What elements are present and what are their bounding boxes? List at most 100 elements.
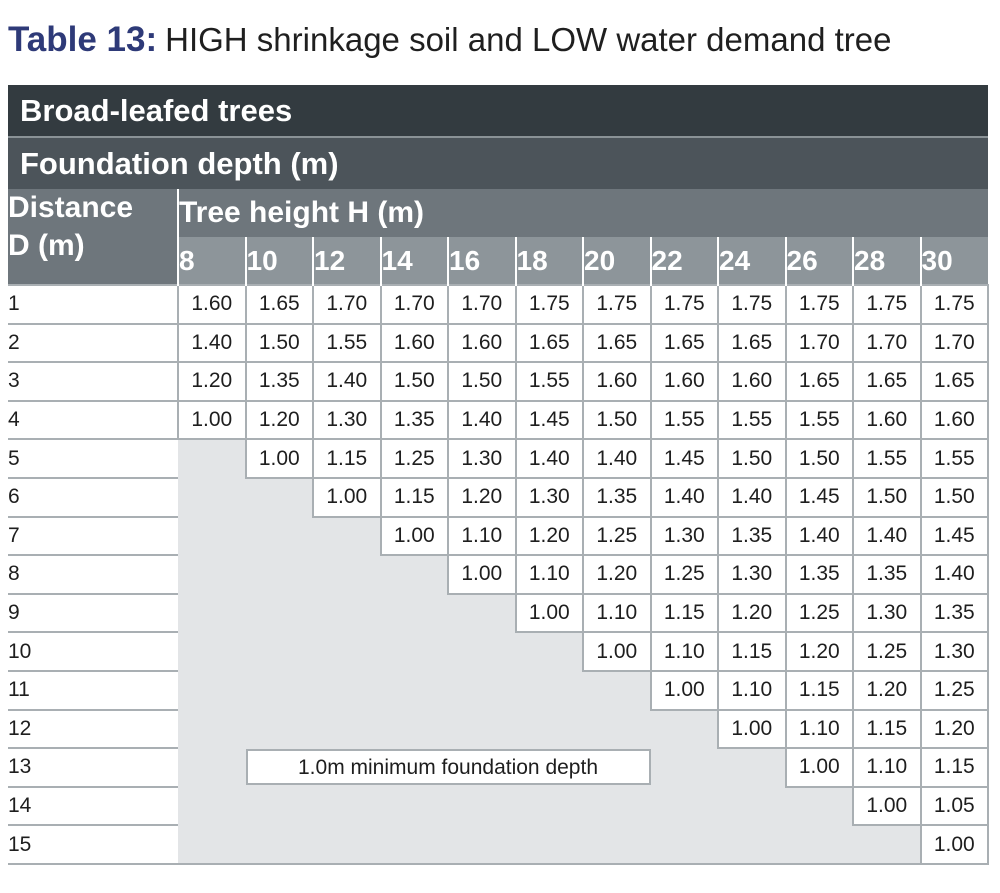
empty-cell <box>178 516 246 556</box>
table-row: 3 1.20 1.35 1.40 1.50 1.50 1.55 1.60 1.60 1.60 1.6… <box>8 361 990 402</box>
empty-cell <box>448 786 516 826</box>
depth-value-cell: 1.75 <box>514 284 584 325</box>
empty-cell <box>178 670 246 710</box>
distance-cell: 8 <box>8 554 178 594</box>
empty-cell <box>313 709 381 749</box>
depth-value-cell: 1.20 <box>582 554 652 595</box>
depth-value-cell: 1.55 <box>717 399 787 441</box>
empty-cell <box>178 709 246 749</box>
depth-value-cell: 1.35 <box>379 399 449 441</box>
distance-cell: 3 <box>8 361 178 401</box>
empty-cell <box>313 555 381 594</box>
depth-value-cell: 1.50 <box>582 399 652 441</box>
depth-value-cell: 1.40 <box>919 554 990 595</box>
depth-value-cell: 1.70 <box>379 284 449 325</box>
depth-value-cell: 1.10 <box>649 631 719 672</box>
depth-value-cell: 1.50 <box>784 438 854 479</box>
distance-cell: 10 <box>8 631 178 671</box>
empty-cell <box>583 670 651 710</box>
depth-value-cell: 1.15 <box>312 438 382 479</box>
distance-cell: 5 <box>8 438 178 478</box>
depth-value-cell: 1.20 <box>244 399 314 441</box>
depth-value-cell: 1.40 <box>649 476 719 518</box>
depth-value-cell: 1.45 <box>784 476 854 518</box>
depth-value-cell: 1.35 <box>244 361 314 402</box>
height-header-cell: 24 <box>717 237 786 285</box>
empty-cell <box>853 825 921 865</box>
table-row: 10 1.00 1.10 1.15 1.20 1.25 1.30 <box>8 631 990 672</box>
height-header-cell: 10 <box>244 237 313 285</box>
table-number: Table 13: <box>8 20 158 59</box>
depth-value-cell: 1.40 <box>514 438 584 479</box>
depth-value-cell: 1.10 <box>447 515 517 557</box>
depth-value-cell: 1.15 <box>852 708 922 750</box>
empty-cell <box>380 670 448 710</box>
depth-value-cell: 1.70 <box>312 284 382 325</box>
empty-cell <box>718 825 786 865</box>
empty-cell <box>178 632 246 671</box>
depth-value-cell: 1.65 <box>717 322 787 364</box>
depth-value-cell: 1.70 <box>447 284 517 325</box>
empty-cell <box>313 670 381 710</box>
empty-cell <box>448 670 516 710</box>
depth-value-cell: 1.55 <box>649 399 719 441</box>
depth-value-cell: 1.20 <box>784 631 854 672</box>
distance-cell: 2 <box>8 322 178 363</box>
depth-value-cell: 1.40 <box>852 515 922 557</box>
table-row: 11 1.00 1.10 1.15 1.20 1.25 <box>8 669 990 711</box>
depth-value-cell: 1.70 <box>784 322 854 364</box>
empty-cell <box>380 593 448 633</box>
table-row: 9 1.00 1.10 1.15 1.20 1.25 1.30 1.35 <box>8 592 990 634</box>
depth-value-cell: 1.60 <box>852 399 922 441</box>
depth-value-cell: 1.65 <box>919 361 990 402</box>
empty-cell <box>785 786 853 826</box>
table-row: 15 1.00 <box>8 824 990 865</box>
depth-value-cell: 1.50 <box>447 361 517 402</box>
table-row: 13 1.0m minimum foundation depth 1.00 1.10 1… <box>8 747 990 788</box>
depth-value-cell: 1.00 <box>379 515 449 557</box>
table-row: 14 1.00 1.05 <box>8 785 990 827</box>
depth-value-cell: 1.10 <box>514 554 584 595</box>
depth-value-cell: 1.75 <box>582 284 652 325</box>
depth-value-cell: 1.00 <box>919 824 990 865</box>
empty-cell <box>178 825 246 865</box>
distance-cell: 1 <box>8 284 178 324</box>
depth-value-cell: 1.40 <box>784 515 854 557</box>
empty-cell <box>515 709 583 749</box>
empty-cell <box>245 825 313 865</box>
minimum-depth-note: 1.0m minimum foundation depth <box>245 749 651 786</box>
depth-value-cell: 1.25 <box>379 438 449 479</box>
section-title: Broad-leafed trees <box>8 85 989 138</box>
depth-value-cell: 1.75 <box>717 284 787 325</box>
empty-cell <box>583 786 651 826</box>
depth-value-cell: 1.15 <box>717 631 787 672</box>
distance-header-line2: D (m) <box>8 229 85 262</box>
depth-value-cell: 1.35 <box>717 515 787 557</box>
depth-value-cell: 1.60 <box>919 399 990 441</box>
empty-cell <box>650 709 718 749</box>
depth-value-cell: 1.10 <box>784 708 854 750</box>
empty-cell <box>448 632 516 671</box>
empty-cell <box>245 477 313 517</box>
depth-value-cell: 1.10 <box>717 669 787 711</box>
depth-value-cell: 1.00 <box>784 747 854 788</box>
empty-cell <box>313 786 381 826</box>
table-row: 1 1.60 1.65 1.70 1.70 1.70 1.75 1.75 1.75 1.75 1.7… <box>8 284 990 325</box>
depth-value-cell: 1.00 <box>649 669 719 711</box>
depth-value-cell: 1.15 <box>649 592 719 634</box>
depth-value-cell: 1.20 <box>514 515 584 557</box>
depth-value-cell: 1.05 <box>919 785 990 827</box>
empty-cell <box>178 748 246 787</box>
height-header-cell: 8 <box>178 237 246 285</box>
depth-value-cell: 1.25 <box>919 669 990 711</box>
empty-cell <box>178 786 246 826</box>
empty-cell <box>245 632 313 671</box>
depth-value-cell: 1.65 <box>514 322 584 364</box>
depth-value-cell: 1.35 <box>919 592 990 634</box>
depth-value-cell: 1.65 <box>582 322 652 364</box>
depth-value-cell: 1.00 <box>447 554 517 595</box>
depth-value-cell: 1.55 <box>784 399 854 441</box>
empty-cell <box>245 786 313 826</box>
depth-value-cell: 1.00 <box>177 399 247 441</box>
empty-cell <box>380 709 448 749</box>
